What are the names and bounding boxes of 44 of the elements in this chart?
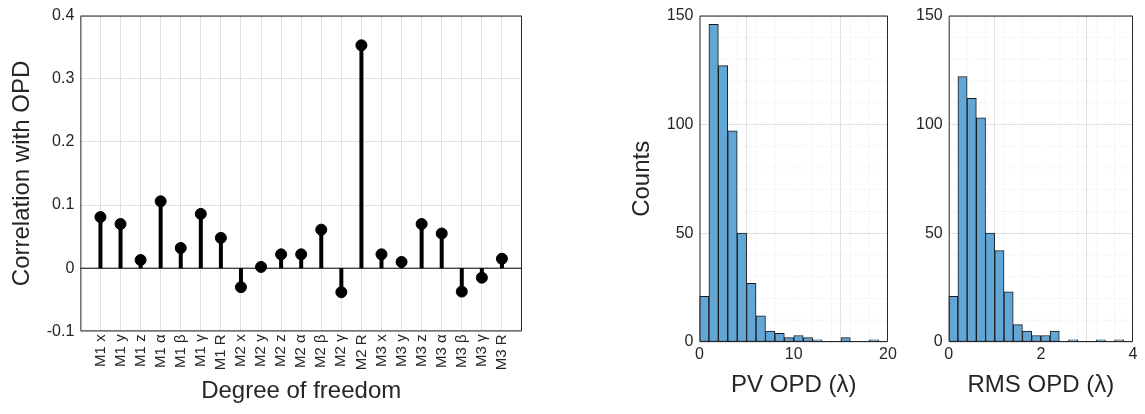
x-axis-title: RMS OPD (λ) xyxy=(967,370,1115,398)
y-tick-label: 100 xyxy=(915,114,943,132)
x-tick-label: M2 α xyxy=(291,334,309,369)
x-tick-label: M3 β xyxy=(451,334,469,368)
x-tick-label: 2 xyxy=(1036,345,1046,363)
y-tick-label: 0 xyxy=(65,258,75,276)
y-axis-title: Correlation with OPD xyxy=(7,60,35,287)
x-axis-title: PV OPD (λ) xyxy=(731,370,857,398)
x-tick-label: M2 γ xyxy=(331,333,349,367)
y-tick-label: -0.1 xyxy=(46,321,75,339)
x-tick-label: 0 xyxy=(944,345,954,363)
y-tick-label: 150 xyxy=(915,6,943,24)
y-tick-label: 100 xyxy=(666,114,694,132)
x-tick-label: 20 xyxy=(879,345,897,363)
x-tick-label: M3 α xyxy=(431,334,449,369)
x-tick-label: M1 z xyxy=(130,334,148,367)
x-tick-label: M1 γ xyxy=(190,333,208,367)
x-tick-label: M2 x xyxy=(231,333,249,367)
x-tick-label: M3 R xyxy=(492,334,510,371)
y-tick-label: 50 xyxy=(675,223,694,241)
x-tick-label: 10 xyxy=(784,345,803,363)
x-tick-label: M1 y xyxy=(110,333,128,367)
x-tick-label: M1 β xyxy=(170,334,188,368)
y-tick-label: 0.2 xyxy=(52,132,75,150)
x-tick-label: M1 R xyxy=(211,334,229,371)
y-axis-title: Counts xyxy=(627,140,655,217)
y-tick-label: 0.1 xyxy=(52,195,75,213)
x-tick-label: M2 z xyxy=(271,334,289,367)
x-tick-label: M2 R xyxy=(351,334,369,371)
x-tick-label: M2 β xyxy=(311,334,329,368)
y-tick-label: 0.3 xyxy=(52,69,75,87)
x-tick-label: M3 y xyxy=(391,333,409,367)
x-tick-label: 4 xyxy=(1128,345,1138,363)
x-tick-label: 0 xyxy=(695,345,705,363)
y-tick-label: 50 xyxy=(924,223,943,241)
x-tick-label: M3 z xyxy=(411,334,429,367)
y-tick-label: 150 xyxy=(666,6,694,24)
x-tick-label: M1 x xyxy=(90,333,108,367)
x-tick-label: M3 x xyxy=(371,333,389,367)
x-tick-label: M2 y xyxy=(251,333,269,367)
y-tick-label: 0.4 xyxy=(52,6,75,24)
x-tick-label: M1 α xyxy=(150,334,168,369)
x-axis-title: Degree of freedom xyxy=(201,376,402,404)
x-tick-label: M3 γ xyxy=(471,333,489,367)
